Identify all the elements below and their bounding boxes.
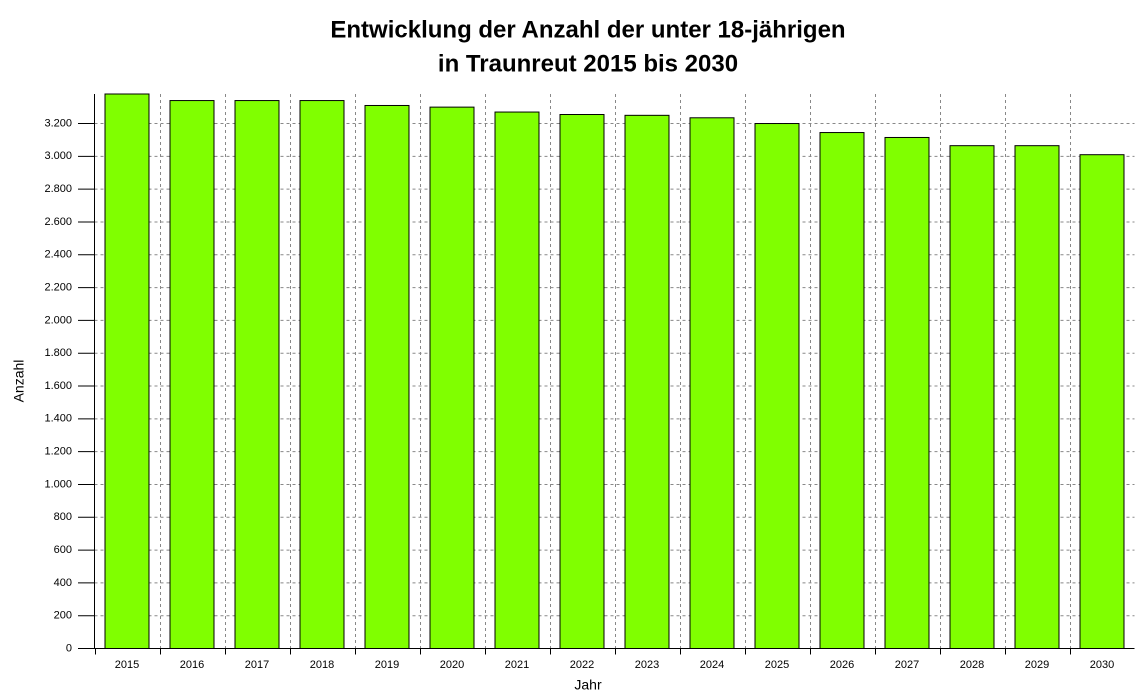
y-tick-label: 2.400	[44, 249, 72, 261]
y-tick-label: 1.000	[44, 478, 72, 490]
bar	[754, 123, 800, 649]
bar	[104, 93, 150, 649]
x-tick-label: 2018	[310, 659, 334, 671]
x-tick-label: 2028	[960, 659, 984, 671]
bar	[1014, 145, 1060, 649]
y-tick-label: 200	[54, 610, 72, 622]
x-tick-label: 2021	[505, 659, 529, 671]
y-tick-label: 2.600	[44, 216, 72, 228]
y-tick-label: 600	[54, 544, 72, 556]
y-tick-label: 0	[66, 642, 72, 654]
x-tick-label: 2025	[765, 659, 789, 671]
x-tick-label: 2015	[115, 659, 139, 671]
y-tick-label: 3.200	[44, 117, 72, 129]
bar	[819, 132, 865, 650]
x-tick-label: 2016	[180, 659, 204, 671]
x-tick-label: 2019	[375, 659, 399, 671]
bar	[949, 145, 995, 649]
y-tick-label: 1.400	[44, 413, 72, 425]
chart-title: in Traunreut 2015 bis 2030	[438, 50, 738, 77]
x-tick-label: 2027	[895, 659, 919, 671]
bar	[429, 106, 475, 649]
x-tick-label: 2030	[1090, 659, 1114, 671]
bar	[689, 117, 735, 649]
y-tick-label: 800	[54, 511, 72, 523]
bar	[234, 100, 280, 649]
bar	[169, 100, 215, 649]
y-tick-label: 1.200	[44, 446, 72, 458]
bar	[559, 114, 605, 650]
y-tick-label: 1.600	[44, 380, 72, 392]
y-tick-label: 2.000	[44, 314, 72, 326]
x-tick-label: 2024	[700, 659, 724, 671]
bar	[884, 136, 930, 649]
bar	[624, 114, 670, 650]
chart-title: Entwicklung der Anzahl der unter 18-jähr…	[330, 16, 845, 43]
y-tick-label: 2.800	[44, 183, 72, 195]
y-axis-label: Anzahl	[11, 360, 27, 403]
x-tick-label: 2022	[570, 659, 594, 671]
x-tick-label: 2023	[635, 659, 659, 671]
y-tick-label: 1.800	[44, 347, 72, 359]
bar	[494, 111, 540, 650]
x-tick-label: 2017	[245, 659, 269, 671]
y-tick-label: 2.200	[44, 281, 72, 293]
x-tick-label: 2026	[830, 659, 854, 671]
x-tick-label: 2020	[440, 659, 464, 671]
x-axis-label: Jahr	[574, 677, 602, 693]
bar	[299, 100, 345, 649]
x-tick-label: 2029	[1025, 659, 1049, 671]
bar	[1079, 154, 1125, 649]
y-tick-label: 3.000	[44, 150, 72, 162]
y-tick-label: 400	[54, 577, 72, 589]
bar	[364, 104, 410, 650]
